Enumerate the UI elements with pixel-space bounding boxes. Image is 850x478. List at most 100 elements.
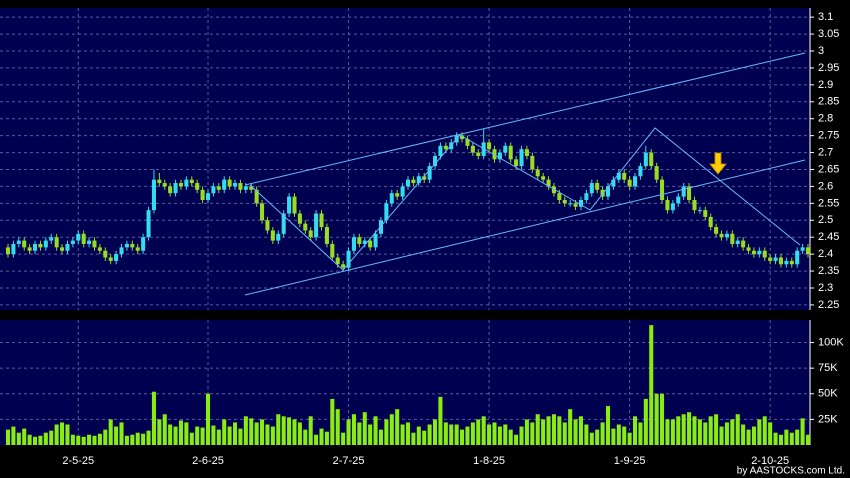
candle-body: [670, 203, 675, 211]
candle-body: [287, 196, 292, 214]
volume-bar: [260, 419, 265, 445]
volume-bar: [22, 428, 27, 445]
volume-bar: [103, 429, 108, 445]
candle-body: [443, 145, 448, 150]
candle-body: [146, 210, 151, 238]
candle-body: [108, 257, 113, 261]
candle-body: [330, 243, 335, 258]
volume-bar: [789, 432, 794, 445]
volume-bar: [384, 419, 389, 445]
volume-bar: [168, 424, 173, 445]
volume-bar: [151, 391, 156, 445]
candle-body: [319, 213, 324, 228]
candle-body: [162, 183, 167, 187]
candle-body: [768, 257, 773, 261]
candle-body: [97, 247, 102, 251]
volume-bar: [357, 422, 362, 445]
volume-bar: [589, 432, 594, 445]
volume-bar: [681, 414, 686, 445]
volume-bar: [805, 434, 811, 445]
candle-body: [741, 240, 746, 248]
volume-bar: [162, 414, 167, 445]
candle-body: [546, 179, 551, 187]
volume-bar: [189, 432, 194, 445]
candle-body: [411, 179, 416, 184]
volume-bar: [378, 429, 383, 445]
volume-bar: [54, 424, 59, 445]
candle-body: [341, 264, 346, 268]
y-tick-label: 2.45: [818, 231, 839, 243]
candle-body: [708, 216, 713, 228]
volume-bar: [405, 422, 411, 445]
volume-bar: [5, 429, 11, 445]
y-tick-label: 2.75: [818, 130, 839, 142]
volume-bar: [584, 424, 589, 445]
volume-bar: [460, 429, 465, 445]
volume-bar: [108, 419, 113, 445]
candle-body: [778, 257, 783, 265]
candle-body: [692, 199, 697, 211]
volume-bar: [687, 412, 692, 445]
y-tick-label: 2.6: [818, 180, 833, 192]
candle-body: [746, 247, 751, 251]
candle-body: [487, 142, 492, 150]
candle-body: [335, 257, 340, 265]
volume-bar: [762, 416, 767, 445]
candle-body: [281, 213, 286, 234]
candle-body: [530, 155, 535, 170]
y-tick-label: 2.95: [818, 62, 839, 74]
volume-bar: [514, 434, 519, 445]
volume-bar: [730, 419, 735, 445]
y-tick-label: 2.5: [818, 214, 833, 226]
candle-body: [184, 179, 189, 187]
volume-bar: [195, 426, 200, 445]
volume-bar: [795, 429, 800, 445]
candle-body: [795, 250, 800, 265]
candle-body: [784, 260, 789, 265]
volume-bar: [200, 427, 205, 445]
volume-bar: [627, 432, 632, 445]
candle-body: [378, 220, 383, 234]
volume-bar: [443, 422, 448, 445]
candle-body: [703, 210, 708, 217]
volume-bar: [676, 416, 681, 445]
volume-bar: [97, 433, 102, 445]
volume-bar: [292, 419, 297, 445]
volume-bar: [449, 424, 454, 445]
volume-bar: [616, 424, 621, 445]
candle-body: [465, 139, 470, 146]
candle-body: [384, 203, 389, 221]
y-tick-label: 2.9: [818, 79, 833, 91]
candle-body: [524, 149, 529, 156]
candle-body: [87, 240, 92, 244]
y-tick-label: 2.85: [818, 96, 839, 108]
candle-body: [541, 176, 546, 180]
candle-body: [211, 186, 216, 194]
y-tick-label: 3: [818, 45, 824, 57]
volume-bar: [76, 435, 81, 445]
candle-body: [557, 193, 562, 200]
volume-bar: [276, 414, 281, 445]
y-tick-label: 2.7: [818, 146, 833, 158]
volume-bar: [178, 420, 183, 445]
volume-bar: [324, 431, 329, 445]
volume-bar: [433, 419, 438, 445]
y-tick-label: 25K: [818, 413, 838, 425]
candle-body: [173, 183, 178, 194]
volume-bar: [492, 422, 497, 445]
volume-bar: [303, 429, 308, 445]
candle-body: [800, 247, 805, 251]
candle-body: [260, 203, 265, 221]
candle-body: [151, 179, 156, 211]
volume-bar: [692, 416, 697, 445]
volume-bar: [454, 424, 459, 445]
volume-bar: [465, 426, 470, 445]
volume-bar: [697, 419, 702, 445]
volume-bar: [508, 429, 513, 445]
candle-body: [735, 240, 740, 244]
candle-body: [297, 213, 302, 224]
volume-bar: [281, 416, 286, 445]
candle-body: [141, 237, 146, 251]
candle-body: [70, 240, 75, 244]
candle-body: [243, 186, 248, 190]
